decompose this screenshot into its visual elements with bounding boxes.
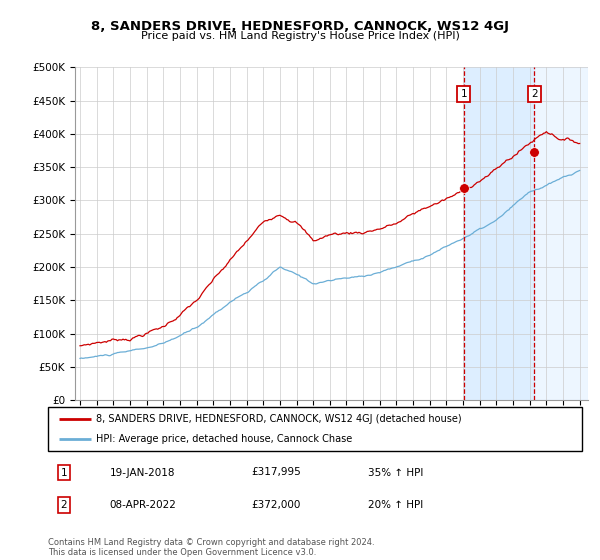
Text: 2: 2 [61,501,67,510]
Text: £372,000: £372,000 [251,501,300,510]
Bar [534,67,588,400]
Text: 35% ↑ HPI: 35% ↑ HPI [368,468,424,478]
Text: 1: 1 [461,89,467,99]
Text: 08-APR-2022: 08-APR-2022 [109,501,176,510]
Text: 20% ↑ HPI: 20% ↑ HPI [368,501,424,510]
Text: 19-JAN-2018: 19-JAN-2018 [109,468,175,478]
Bar [464,67,534,400]
Text: HPI: Average price, detached house, Cannock Chase: HPI: Average price, detached house, Cann… [96,434,352,444]
Text: 8, SANDERS DRIVE, HEDNESFORD, CANNOCK, WS12 4GJ (detached house): 8, SANDERS DRIVE, HEDNESFORD, CANNOCK, W… [96,414,461,424]
Text: 8, SANDERS DRIVE, HEDNESFORD, CANNOCK, WS12 4GJ: 8, SANDERS DRIVE, HEDNESFORD, CANNOCK, W… [91,20,509,32]
Text: £317,995: £317,995 [251,468,301,478]
Text: Contains HM Land Registry data © Crown copyright and database right 2024.
This d: Contains HM Land Registry data © Crown c… [48,538,374,557]
Text: 2: 2 [531,89,538,99]
Text: 1: 1 [61,468,67,478]
Text: Price paid vs. HM Land Registry's House Price Index (HPI): Price paid vs. HM Land Registry's House … [140,31,460,41]
